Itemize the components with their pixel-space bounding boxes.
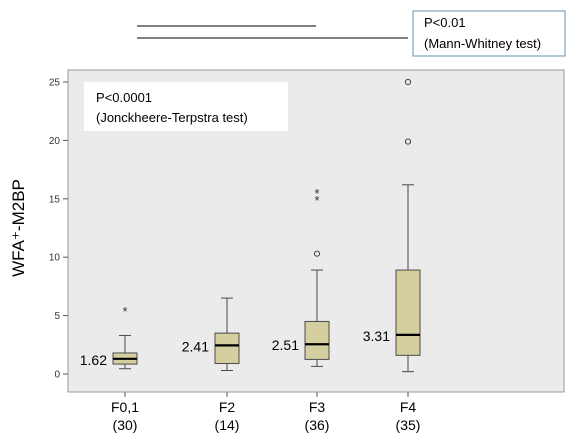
- y-tick-label: 5: [54, 311, 60, 322]
- outlier-point: [313, 250, 321, 257]
- jonckheere-test-name: (Jonckheere-Terpstra test): [96, 110, 248, 125]
- iqr-box: [304, 320, 330, 360]
- box-group-4: 3.31: [363, 78, 421, 373]
- x-category-label: F3: [309, 399, 326, 415]
- x-category-label: F4: [400, 399, 417, 415]
- y-tick-label: 20: [49, 136, 61, 147]
- y-tick-label: 0: [54, 370, 60, 381]
- mann-whitney-test-name: (Mann-Whitney test): [424, 36, 541, 51]
- x-category-count: (36): [305, 417, 330, 433]
- x-category-count: (35): [396, 417, 421, 433]
- outlier-point: [404, 138, 412, 145]
- jonckheere-p-value: P<0.0001: [96, 90, 152, 105]
- extreme-point: *: [314, 186, 319, 201]
- y-axis: 0 5 10 15 20 25: [49, 70, 69, 392]
- box-group-3: ** 2.51: [272, 186, 330, 367]
- median-value-label: 2.51: [272, 337, 299, 353]
- median-value-label: 3.31: [363, 328, 390, 344]
- x-axis: F0,1 (30) F2 (14) F3 (36) F4 (35): [68, 391, 564, 433]
- jonckheere-annotation-box: [84, 82, 288, 131]
- median-value-label: 1.62: [80, 352, 107, 368]
- box-group-1: * 1.62: [80, 304, 138, 370]
- box-series: *1.622.41**2.513.31: [80, 78, 421, 373]
- x-category-count: (30): [113, 417, 138, 433]
- y-tick-label: 25: [49, 78, 61, 89]
- cropped-header-remnant: [0, 0, 577, 6]
- box-group-2: 2.41: [182, 297, 240, 371]
- iqr-box: [395, 269, 421, 356]
- x-category-label: F2: [219, 399, 236, 415]
- mann-whitney-annotation-box: [412, 10, 566, 57]
- y-tick-label: 10: [49, 253, 61, 264]
- y-tick-label: 15: [49, 194, 61, 205]
- extreme-point: *: [122, 304, 127, 319]
- x-category-count: (14): [215, 417, 240, 433]
- outlier-point: [404, 78, 412, 86]
- median-value-label: 2.41: [182, 338, 209, 354]
- y-axis-label: WFA⁺-M2BP: [9, 179, 28, 277]
- extreme-point: *: [314, 193, 319, 208]
- x-category-label: F0,1: [111, 399, 139, 415]
- iqr-box: [214, 332, 240, 364]
- mann-whitney-p-value: P<0.01: [424, 15, 466, 30]
